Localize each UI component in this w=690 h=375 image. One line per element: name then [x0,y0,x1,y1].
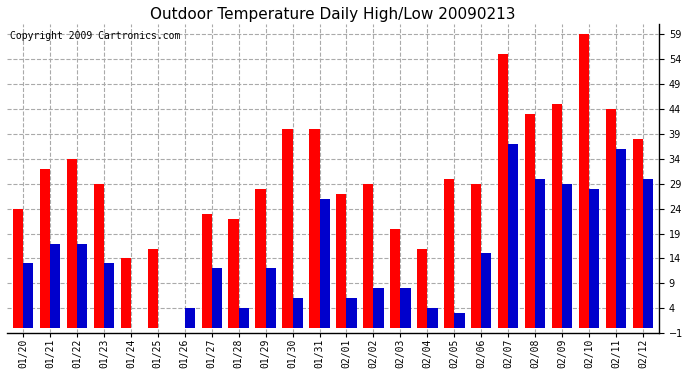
Bar [454,313,464,328]
Bar [201,214,212,328]
Bar [373,288,384,328]
Bar [282,129,293,328]
Bar [309,129,319,328]
Bar [633,139,643,328]
Bar [50,243,60,328]
Bar [13,209,23,328]
Bar [293,298,303,328]
Bar [23,263,33,328]
Bar [185,308,195,328]
Bar [40,169,50,328]
Bar [266,268,276,328]
Bar [77,243,87,328]
Bar [319,199,330,328]
Bar [606,109,616,328]
Bar [643,179,653,328]
Bar [525,114,535,328]
Bar [104,263,115,328]
Bar [239,308,249,328]
Bar [616,149,627,328]
Bar [121,258,131,328]
Bar [363,184,373,328]
Bar [589,189,599,328]
Bar [481,254,491,328]
Bar [579,34,589,328]
Bar [508,144,518,328]
Bar [255,189,266,328]
Bar [535,179,545,328]
Title: Outdoor Temperature Daily High/Low 20090213: Outdoor Temperature Daily High/Low 20090… [150,7,515,22]
Bar [346,298,357,328]
Bar [552,104,562,328]
Bar [562,184,572,328]
Bar [94,184,104,328]
Bar [336,194,346,328]
Bar [390,229,400,328]
Bar [417,249,427,328]
Bar [498,54,508,328]
Bar [228,219,239,328]
Bar [427,308,437,328]
Bar [212,268,222,328]
Bar [444,179,454,328]
Bar [471,184,481,328]
Bar [400,288,411,328]
Bar [67,159,77,328]
Text: Copyright 2009 Cartronics.com: Copyright 2009 Cartronics.com [10,31,181,40]
Bar [148,249,158,328]
